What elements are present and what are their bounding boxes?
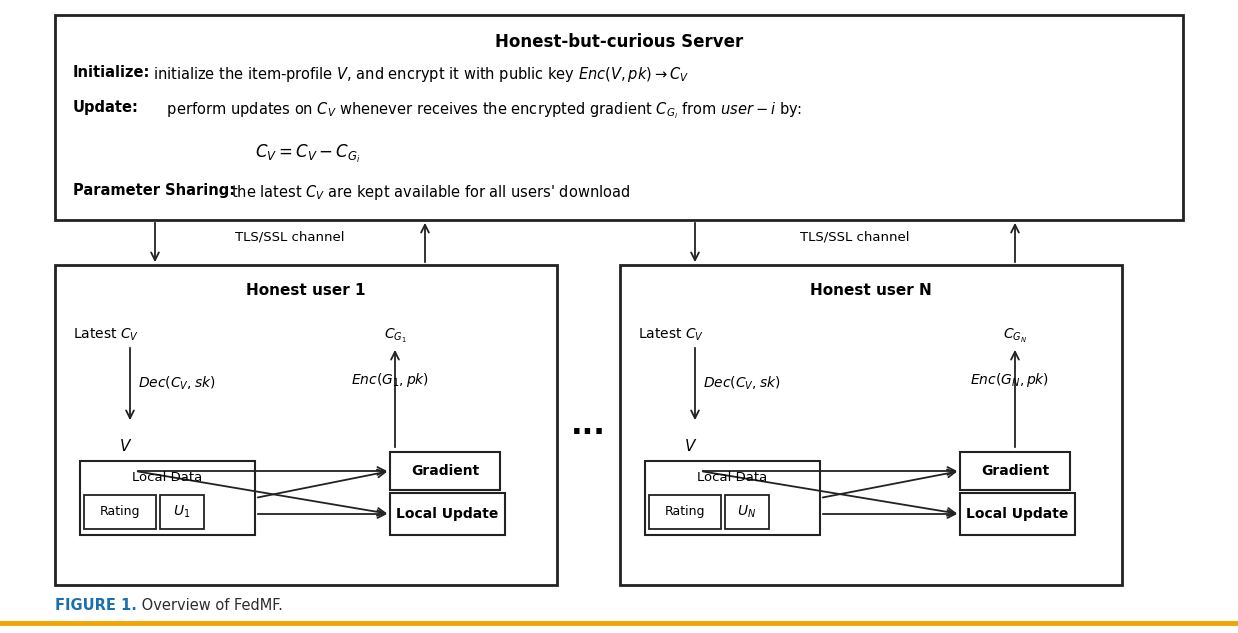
Text: Local Data: Local Data [132,471,203,484]
Text: $C_{G_1}$: $C_{G_1}$ [384,327,406,345]
Text: $U_N$: $U_N$ [738,504,756,520]
Text: initialize the item-profile $V$, and encrypt it with public key $\mathit{Enc}(V,: initialize the item-profile $V$, and enc… [154,65,690,84]
Text: Update:: Update: [73,100,139,115]
Bar [54,15,1184,220]
Bar [645,461,820,535]
Text: Honest user N: Honest user N [810,283,932,298]
Text: Rating: Rating [100,506,140,518]
Text: Rating: Rating [665,506,706,518]
Bar [620,265,1122,585]
Text: ...: ... [571,410,605,439]
Text: Honest user 1: Honest user 1 [246,283,365,298]
Text: Gradient: Gradient [411,464,479,478]
Text: $C_{G_N}$: $C_{G_N}$ [1003,327,1028,345]
Bar [390,452,500,490]
Text: FIGURE 1.: FIGURE 1. [54,598,137,613]
Text: perform updates on $C_V$ whenever receives the encrypted gradient $C_{G_i}$ from: perform updates on $C_V$ whenever receiv… [154,100,802,121]
Text: Initialize:: Initialize: [73,65,150,80]
Text: $\mathit{Dec}(C_V,sk)$: $\mathit{Dec}(C_V,sk)$ [137,374,215,392]
Bar [959,493,1075,535]
Text: $\mathit{Dec}(C_V,sk)$: $\mathit{Dec}(C_V,sk)$ [703,374,781,392]
Text: the latest $C_V$ are kept available for all users' download: the latest $C_V$ are kept available for … [232,183,630,202]
Text: $\mathit{Enc}(G_1,pk)$: $\mathit{Enc}(G_1,pk)$ [350,371,430,389]
Text: Latest $C_V$: Latest $C_V$ [638,327,704,343]
Text: $\mathit{Enc}(G_N,pk)$: $\mathit{Enc}(G_N,pk)$ [971,371,1050,389]
Bar [390,493,505,535]
Text: $C_V = C_V - C_{G_i}$: $C_V = C_V - C_{G_i}$ [255,143,360,165]
Bar [649,495,721,529]
Text: $V$: $V$ [119,438,132,454]
Text: TLS/SSL channel: TLS/SSL channel [800,231,910,244]
Text: Overview of FedMF.: Overview of FedMF. [137,598,282,613]
Text: Latest $C_V$: Latest $C_V$ [73,327,139,343]
Bar [959,452,1070,490]
Text: $U_1$: $U_1$ [173,504,191,520]
Text: $V$: $V$ [685,438,698,454]
Text: Gradient: Gradient [980,464,1049,478]
Bar [725,495,769,529]
Bar [54,265,557,585]
Bar [84,495,156,529]
Text: Parameter Sharing:: Parameter Sharing: [73,183,235,198]
Text: TLS/SSL channel: TLS/SSL channel [235,231,344,244]
Text: Local Update: Local Update [396,507,499,521]
Text: Local Data: Local Data [697,471,768,484]
Bar [80,461,255,535]
Text: Honest-but-curious Server: Honest-but-curious Server [495,33,743,51]
Text: Local Update: Local Update [967,507,1068,521]
Bar [160,495,204,529]
